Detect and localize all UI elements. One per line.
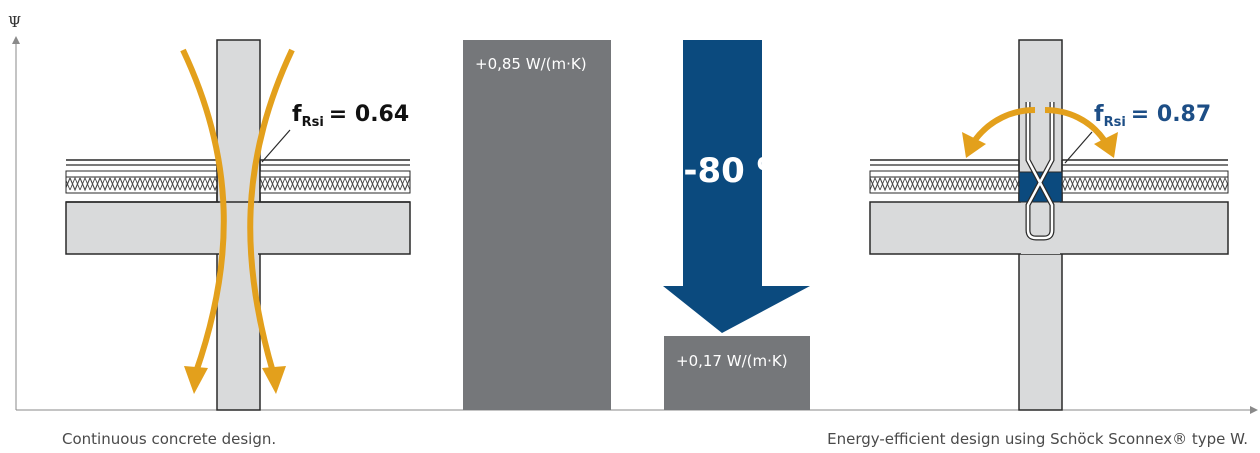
left-heat-flow-arrow-2-head bbox=[262, 366, 286, 394]
left-heat-flow-arrow-1 bbox=[180, 48, 227, 373]
left-caption: Continuous concrete design. bbox=[62, 430, 277, 448]
left-frsi-subscript: Rsi bbox=[302, 115, 324, 130]
left-frsi-symbol: f bbox=[292, 102, 302, 127]
left-frsi-value: = 0.64 bbox=[329, 102, 409, 127]
right-frsi-subscript: Rsi bbox=[1104, 115, 1126, 130]
right-frsi-value: = 0.87 bbox=[1131, 102, 1211, 127]
bar-label-sconnex: +0,17 W/(m·K) bbox=[676, 352, 788, 370]
x-axis-arrowhead bbox=[1250, 406, 1258, 414]
right-heat-flow-arrow-1-head bbox=[962, 132, 986, 158]
left-frsi-label: fRsi = 0.64 bbox=[292, 102, 409, 130]
right-frsi-label: fRsi = 0.87 bbox=[1094, 102, 1211, 130]
reduction-arrow bbox=[663, 40, 810, 333]
left-heat-flow-arrow-1-head bbox=[184, 366, 208, 394]
left-frsi-leader bbox=[261, 129, 291, 163]
y-axis-arrowhead bbox=[12, 36, 20, 44]
right-frsi-symbol: f bbox=[1094, 102, 1104, 127]
right-insulation-layer bbox=[869, 176, 1020, 194]
y-axis-symbol: Ψ bbox=[8, 13, 21, 31]
right-frsi-leader bbox=[1064, 131, 1093, 164]
left-insulation-layer bbox=[65, 176, 218, 194]
left-detail: fRsi = 0.64 bbox=[65, 39, 411, 411]
right-caption: Energy-efficient design using Schöck Sco… bbox=[827, 430, 1248, 448]
right-heat-flow-arrow-2 bbox=[1044, 107, 1107, 142]
right-detail: fRsi = 0.87 bbox=[869, 39, 1229, 411]
bar-chart: +0,85 W/(m·K) +0,17 W/(m·K) -80 % bbox=[463, 40, 810, 410]
bar-continuous-concrete bbox=[463, 40, 611, 410]
reduction-label: -80 % bbox=[683, 151, 790, 191]
left-heat-flow-arrow-2 bbox=[247, 48, 295, 373]
right-heat-flow-arrow-2-head bbox=[1094, 132, 1118, 158]
bar-sconnex bbox=[664, 336, 810, 410]
bar-label-continuous: +0,85 W/(m·K) bbox=[475, 55, 587, 73]
right-heat-flow-arrow-1 bbox=[972, 107, 1036, 142]
